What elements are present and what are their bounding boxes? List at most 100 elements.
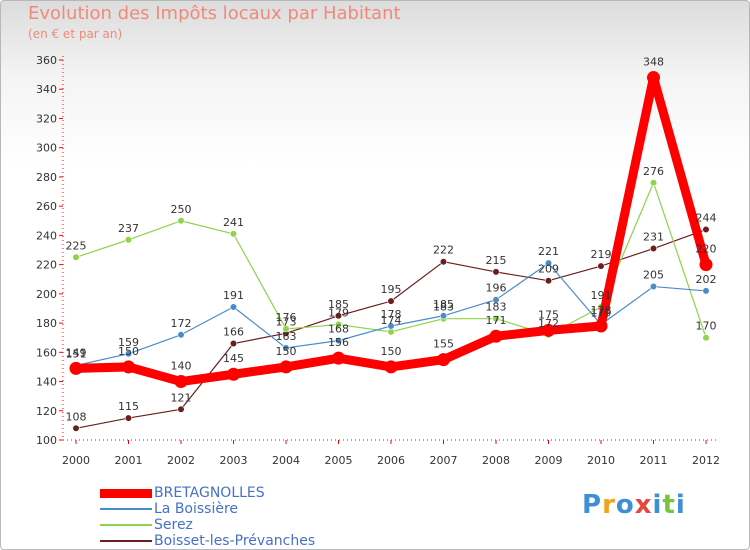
data-label: 140 xyxy=(171,360,192,373)
data-point xyxy=(649,282,658,291)
data-point xyxy=(229,303,238,311)
data-label: 191 xyxy=(591,289,612,302)
x-tick-label: 2009 xyxy=(535,454,563,467)
chart-title: Evolution des Impôts locaux par Habitant xyxy=(28,3,401,24)
data-point xyxy=(492,268,500,276)
data-point xyxy=(72,253,80,261)
data-label: 174 xyxy=(381,314,402,327)
x-tick-label: 2006 xyxy=(377,454,405,467)
data-label: 219 xyxy=(591,248,612,261)
logo-letter: i xyxy=(675,490,686,520)
data-point xyxy=(437,353,450,367)
data-label: 173 xyxy=(276,315,297,328)
data-point xyxy=(702,287,710,295)
data-label: 172 xyxy=(538,317,559,330)
x-tick-label: 2004 xyxy=(272,454,300,467)
data-point xyxy=(227,367,240,381)
x-tick-label: 2012 xyxy=(692,454,720,467)
x-tick-label: 2007 xyxy=(430,454,458,467)
data-label: 195 xyxy=(381,283,402,296)
data-label: 108 xyxy=(66,410,87,423)
data-point xyxy=(334,320,343,329)
data-label: 170 xyxy=(696,320,717,333)
data-label: 244 xyxy=(696,212,717,225)
y-tick-label: 160 xyxy=(36,346,57,359)
data-label: 241 xyxy=(223,216,244,229)
logo-letter: x xyxy=(634,490,653,520)
x-tick-label: 2005 xyxy=(325,454,353,467)
legend-swatch xyxy=(100,488,152,498)
data-point xyxy=(649,179,658,187)
y-tick-label: 200 xyxy=(36,288,57,301)
data-label: 191 xyxy=(223,289,244,302)
y-tick-label: 220 xyxy=(36,259,57,272)
data-label: 225 xyxy=(66,239,87,252)
data-label: 178 xyxy=(591,304,612,317)
data-label: 150 xyxy=(381,345,402,358)
data-label: 151 xyxy=(66,347,87,360)
data-label: 149 xyxy=(66,346,87,359)
series-line-0 xyxy=(71,73,711,387)
data-point xyxy=(699,258,713,272)
chart-subtitle: (en € et par an) xyxy=(28,27,123,41)
data-label: 183 xyxy=(486,301,507,314)
data-point xyxy=(334,312,343,320)
legend-swatch xyxy=(100,524,152,526)
data-point xyxy=(384,360,398,374)
data-label: 276 xyxy=(643,165,664,178)
data-label: 202 xyxy=(696,273,717,286)
data-point xyxy=(69,361,83,375)
x-tick-label: 2010 xyxy=(587,454,615,467)
y-tick-label: 180 xyxy=(36,317,57,330)
y-tick-label: 100 xyxy=(36,434,57,447)
x-tick-label: 2008 xyxy=(482,454,510,467)
y-tick-label: 340 xyxy=(36,83,57,96)
data-label: 171 xyxy=(486,314,507,327)
data-point xyxy=(542,323,555,337)
data-label: 222 xyxy=(433,244,454,257)
y-tick-label: 300 xyxy=(36,142,57,155)
data-point xyxy=(177,405,185,413)
data-label: 237 xyxy=(118,222,139,235)
y-tick-label: 140 xyxy=(36,376,57,389)
data-label: 250 xyxy=(171,203,192,216)
data-point xyxy=(544,259,553,267)
logo-letter: t xyxy=(662,490,676,520)
legend-label: Serez xyxy=(154,517,193,533)
data-label: 166 xyxy=(223,326,244,339)
x-tick-label: 2002 xyxy=(167,454,195,467)
data-point xyxy=(387,297,395,305)
data-label: 176 xyxy=(276,311,297,324)
data-label: 168 xyxy=(328,323,349,336)
data-label: 121 xyxy=(171,391,192,404)
legend-label: Boisset-les-Prévanches xyxy=(154,533,316,549)
legend-label: La Boissière xyxy=(154,501,239,517)
data-label: 220 xyxy=(696,243,717,256)
data-point xyxy=(489,329,503,343)
data-point xyxy=(124,350,133,358)
data-label: 209 xyxy=(538,263,559,276)
data-label: 348 xyxy=(643,56,664,69)
data-point xyxy=(702,334,710,342)
x-tick-label: 2001 xyxy=(115,454,143,467)
y-tick-label: 320 xyxy=(36,112,57,125)
logo-letter: o xyxy=(615,490,635,520)
legend-swatch xyxy=(100,508,152,510)
data-label: 179 xyxy=(328,307,349,320)
data-point xyxy=(177,217,185,225)
data-point xyxy=(229,339,238,348)
logo-letter: r xyxy=(602,490,616,520)
data-point xyxy=(702,225,710,234)
data-point xyxy=(282,344,290,352)
data-point xyxy=(387,322,395,330)
data-label: 183 xyxy=(433,301,454,314)
data-label: 145 xyxy=(223,352,244,365)
data-label: 231 xyxy=(643,231,664,244)
data-label: 159 xyxy=(118,336,139,349)
data-label: 179 xyxy=(591,307,612,320)
data-point xyxy=(647,71,660,85)
data-point xyxy=(282,325,290,333)
data-point xyxy=(124,414,133,422)
data-label: 221 xyxy=(538,245,559,258)
